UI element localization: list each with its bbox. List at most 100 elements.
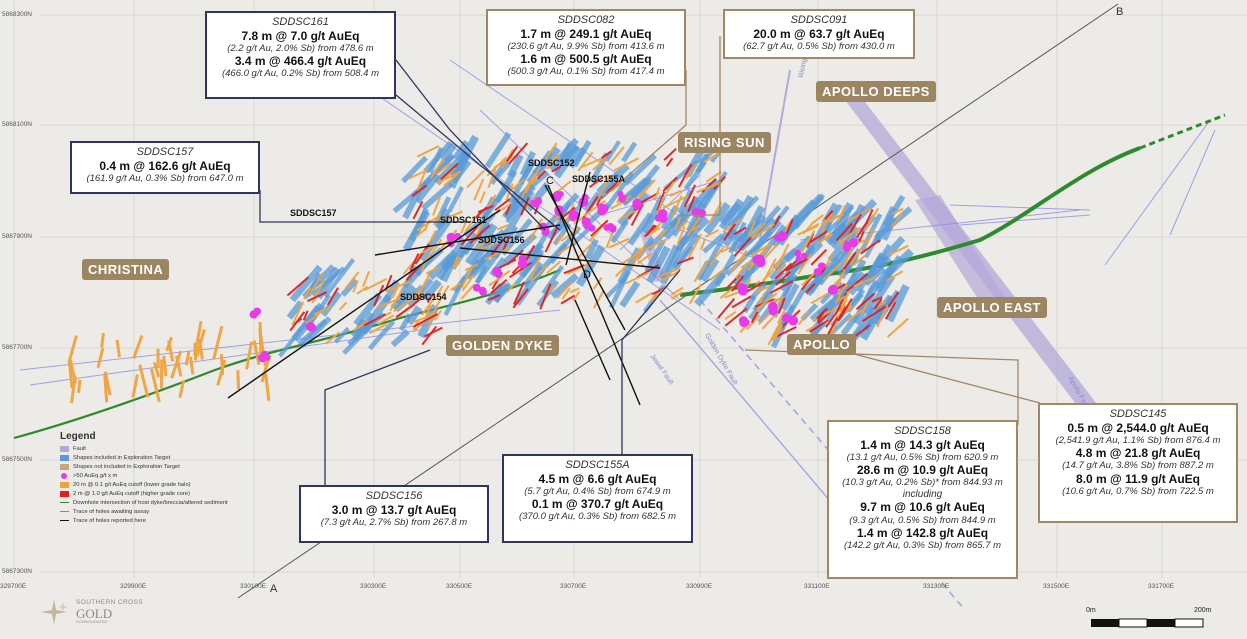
callout-sddsc155a: SDDSC155A 4.5 m @ 6.6 g/t AuEq (5.7 g/t Au… xyxy=(502,454,693,543)
lode-shape xyxy=(646,245,671,284)
lode-shape xyxy=(333,326,350,344)
lode-shape xyxy=(340,278,359,297)
callout-sddsc161: SDDSC161 7.8 m @ 7.0 g/t AuEq (2.2 g/t Au,… xyxy=(205,11,396,99)
grade-interval xyxy=(670,286,684,296)
assay-detail: (161.9 g/t Au, 0.3% Sb) from 647.0 m xyxy=(86,173,244,185)
grade-interval xyxy=(774,324,783,339)
lode-shape xyxy=(320,291,342,317)
grade-interval xyxy=(871,296,883,303)
grade-interval xyxy=(131,374,139,398)
grade-interval xyxy=(874,300,887,309)
high-grade-hit xyxy=(788,315,798,325)
grade-interval xyxy=(592,157,608,171)
grade-interval xyxy=(412,313,438,328)
grade-interval xyxy=(466,169,485,189)
grade-interval xyxy=(100,332,105,348)
grade-interval xyxy=(775,270,791,286)
grade-interval xyxy=(700,238,706,250)
grade-interval xyxy=(663,147,677,161)
lode-shape xyxy=(584,238,599,260)
grade-interval xyxy=(488,270,511,287)
lode-shape xyxy=(705,230,729,267)
grade-interval xyxy=(800,230,816,253)
grade-interval xyxy=(138,364,150,398)
grade-interval xyxy=(512,281,525,305)
grade-interval xyxy=(184,350,191,366)
grade-interval xyxy=(824,252,834,268)
intercept-result: 0.4 m @ 162.6 g/t AuEq xyxy=(99,158,231,173)
lode-shape xyxy=(703,201,731,235)
northing-label: 5868300N xyxy=(2,11,32,18)
grade-interval xyxy=(174,355,183,377)
lode-shape xyxy=(619,280,641,308)
easting-label: 331500E xyxy=(1043,583,1070,590)
assay-detail: (5.7 g/t Au, 0.4% Sb) from 674.9 m xyxy=(524,486,671,498)
region-christina: CHRISTINA xyxy=(82,259,170,280)
grade-interval xyxy=(506,282,517,293)
grade-interval xyxy=(197,338,204,360)
region-apollo: APOLLO xyxy=(787,334,857,355)
legend-label: Fault xyxy=(73,445,86,452)
grade-interval xyxy=(425,304,432,318)
lode-shape xyxy=(779,260,801,292)
grade-interval xyxy=(488,194,497,207)
assay-pending-trace xyxy=(1104,119,1211,266)
grade-interval xyxy=(460,284,475,300)
lode-shape xyxy=(402,188,423,220)
grade-interval xyxy=(474,237,493,249)
assay-detail: (62.7 g/t Au, 0.5% Sb) from 430.0 m xyxy=(743,41,895,53)
legend-item: Downhole intersection of host dyke/brecc… xyxy=(60,498,310,507)
grade-interval xyxy=(769,280,794,294)
grade-interval xyxy=(150,368,161,403)
callout-hole-id: SDDSC091 xyxy=(790,14,848,26)
grade-interval xyxy=(577,151,594,172)
grade-interval xyxy=(664,181,675,195)
section-letter-d: D xyxy=(583,269,591,281)
legend-items: Fault Shapes included in Exploration Targ… xyxy=(60,444,310,525)
high-grade-hit xyxy=(305,322,316,332)
grade-interval xyxy=(421,245,434,254)
grade-interval xyxy=(512,288,529,309)
high-grade-hit xyxy=(828,284,838,295)
grade-interval xyxy=(708,246,725,266)
assay-detail: (14.7 g/t Au, 3.8% Sb) from 887.2 m xyxy=(1062,460,1214,472)
lode-shape xyxy=(575,244,606,287)
lode-shape xyxy=(779,273,798,301)
lode-shape xyxy=(382,279,399,304)
legend-swatch xyxy=(61,472,67,479)
high-grade-hit xyxy=(778,231,788,241)
grade-interval xyxy=(622,249,643,265)
grade-interval xyxy=(816,232,832,245)
grade-interval xyxy=(178,380,186,398)
lode-shape xyxy=(688,179,720,213)
lode-shape xyxy=(736,218,763,243)
high-grade-hit xyxy=(530,199,537,207)
grade-interval xyxy=(776,243,790,268)
grade-interval xyxy=(67,335,78,364)
assay-detail: (2.2 g/t Au, 2.0% Sb) from 478.6 m xyxy=(227,43,374,55)
callout-hole-id: SDDSC156 xyxy=(365,490,423,502)
grade-interval xyxy=(497,224,509,231)
high-grade-hit xyxy=(768,301,778,312)
easting-label: 330100E xyxy=(240,583,267,590)
grade-interval xyxy=(428,230,437,245)
grade-interval xyxy=(687,195,696,213)
grade-interval xyxy=(747,220,757,237)
including-label: including xyxy=(902,488,943,500)
scale-bar-graphic xyxy=(1091,618,1204,628)
callout-hole-id: SDDSC155A xyxy=(565,459,630,471)
lode-shape xyxy=(851,258,867,280)
grade-interval xyxy=(590,219,609,237)
grade-interval xyxy=(421,325,438,346)
legend-label: Shapes included in Exploration Target xyxy=(73,454,171,461)
grade-interval xyxy=(638,179,656,198)
grade-interval xyxy=(809,230,828,244)
grade-interval xyxy=(429,157,445,179)
legend-item: >50 AuEq g/t x m xyxy=(60,471,310,480)
assay-detail: (2,541.9 g/t Au, 1.1% Sb) from 876.4 m xyxy=(1055,435,1221,447)
mineralised-lodes xyxy=(67,131,915,404)
high-grade-hit xyxy=(800,252,807,259)
grade-interval xyxy=(705,170,722,183)
lode-shape xyxy=(513,250,544,287)
grade-interval xyxy=(677,256,694,265)
